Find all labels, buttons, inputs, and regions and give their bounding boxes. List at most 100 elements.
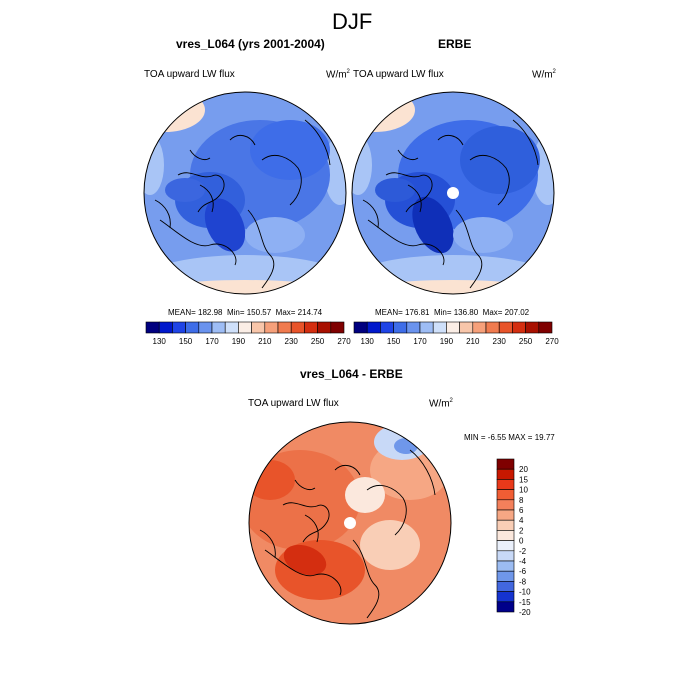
colorbar-model-tick-label: 270 [337, 337, 351, 346]
colorbar-diff-swatch [496, 489, 515, 501]
units-label-obs: W/m2 [532, 69, 556, 81]
colorbar-obs-swatch [406, 321, 421, 334]
colorbar-model-tick-label: 190 [232, 337, 246, 346]
colorbar-obs: 130 150 170 190 210 230 250 270 [353, 321, 559, 346]
colorbar-model-swatch [185, 321, 200, 334]
colorbar-diff-tick-label: 4 [519, 516, 524, 525]
colorbar-obs-swatch [538, 321, 553, 334]
colorbar-model-swatch [264, 321, 279, 334]
colorbar-model-swatch [172, 321, 186, 334]
colorbar-obs-swatch [512, 321, 526, 334]
colorbar-model-tick-label: 250 [311, 337, 325, 346]
colorbar-diff-swatch [496, 581, 515, 592]
colorbar-diff-swatch [496, 499, 515, 511]
colorbar-diff-tick-label: -15 [519, 598, 531, 607]
colorbar-model-swatch [238, 321, 252, 334]
colorbar-diff-swatch [496, 530, 515, 541]
coastlines-obs [362, 119, 539, 289]
colorbar-model-swatch [317, 321, 332, 334]
colorbar-diff-swatch [496, 509, 515, 521]
figure-title: DJF [332, 9, 373, 34]
colorbar-diff-tick-label: -20 [519, 608, 531, 617]
colorbar-diff-tick-label: -4 [519, 557, 527, 566]
colorbar-diff-tick-label: 10 [519, 486, 528, 495]
colorbar-model-tick-label: 170 [205, 337, 219, 346]
colorbar-model: 130 150 170 190 210 230 250 270 [145, 321, 351, 346]
variable-label-obs: TOA upward LW flux [353, 69, 444, 80]
map-obs [352, 92, 554, 294]
colorbar-obs-swatch [446, 321, 460, 334]
colorbar-model-swatch [145, 321, 160, 334]
map-obs-boundary [351, 91, 555, 295]
variable-label-diff: TOA upward LW flux [248, 398, 339, 409]
colorbar-obs-swatch [485, 321, 500, 334]
panel-title-obs: ERBE [438, 37, 472, 51]
colorbar-obs-swatch [459, 321, 474, 334]
colorbar-obs-swatch [393, 321, 408, 334]
map-diff-boundary [248, 421, 452, 625]
colorbar-model-swatch [290, 321, 305, 334]
stats-model: MEAN= 182.98 Min= 150.57 Max= 214.74 [168, 308, 322, 317]
colorbar-model-tick-label: 130 [153, 337, 167, 346]
colorbar-obs-swatch [498, 321, 513, 334]
colorbar-diff-tick-label: 2 [519, 526, 524, 535]
colorbar-model-swatch [224, 321, 239, 334]
colorbar-diff-tick-label: 0 [519, 537, 524, 546]
colorbar-obs-tick-label: 250 [519, 337, 533, 346]
colorbar-obs-swatch [353, 321, 368, 334]
stats-model-max: Max= 214.74 [275, 308, 323, 317]
stats-obs-max: Max= 207.02 [482, 308, 530, 317]
colorbar-model-tick-label: 210 [258, 337, 272, 346]
colorbar-obs-tick-label: 190 [440, 337, 454, 346]
colorbar-obs-swatch [525, 321, 540, 334]
colorbar-model-swatch [304, 321, 318, 334]
colorbar-diff-tick-label: 8 [519, 496, 524, 505]
colorbar-diff-swatch [496, 468, 515, 480]
colorbar-obs-tick-label: 130 [361, 337, 375, 346]
colorbar-diff-tick-label: -6 [519, 567, 527, 576]
stats-obs-mean: MEAN= 176.81 [375, 308, 430, 317]
colorbar-obs-swatch [432, 321, 447, 334]
colorbar-obs-swatch [419, 321, 434, 334]
colorbar-model-tick-label: 150 [179, 337, 193, 346]
units-label-model: W/m2 [326, 69, 350, 81]
colorbar-diff-swatch [496, 458, 515, 470]
colorbar-diff-swatch [496, 550, 515, 562]
units-label-diff: W/m2 [429, 398, 453, 410]
colorbar-model-swatch [211, 321, 226, 334]
colorbar-diff-swatch [496, 479, 515, 490]
stats-diff: MIN = -6.55 MAX = 19.77 [464, 433, 555, 442]
map-model-boundary [143, 91, 347, 295]
colorbar-diff-tick-label: -2 [519, 547, 527, 556]
colorbar-obs-swatch [472, 321, 487, 334]
map-model [144, 92, 346, 294]
colorbar-diff-swatch [496, 601, 515, 613]
coastlines-diff [259, 449, 436, 619]
colorbar-diff-tick-label: 6 [519, 506, 524, 515]
panel-title-model: vres_L064 (yrs 2001-2004) [176, 37, 325, 51]
colorbar-model-swatch [198, 321, 213, 334]
variable-label-model: TOA upward LW flux [144, 69, 235, 80]
colorbar-obs-swatch [366, 321, 381, 334]
stats-model-mean: MEAN= 182.98 [168, 308, 223, 317]
colorbar-model-tick-label: 230 [285, 337, 299, 346]
colorbar-diff-tick-label: 20 [519, 465, 528, 474]
colorbar-diff-tick-label: -8 [519, 577, 527, 586]
stats-obs-min: Min= 136.80 [433, 308, 479, 317]
colorbar-obs-tick-label: 270 [545, 337, 559, 346]
colorbar-model-swatch [330, 321, 345, 334]
colorbar-obs-swatch [380, 321, 394, 334]
colorbar-diff-swatch [496, 540, 515, 552]
colorbar-diff-swatch [496, 560, 515, 572]
stats-model-min: Min= 150.57 [226, 308, 272, 317]
colorbar-obs-tick-label: 230 [493, 337, 507, 346]
colorbar-obs-tick-label: 210 [466, 337, 480, 346]
colorbar-model-swatch [158, 321, 173, 334]
colorbar-diff-tick-label: 15 [519, 475, 528, 484]
coastlines-model [154, 119, 331, 289]
map-diff [249, 422, 451, 624]
colorbar-obs-tick-label: 170 [413, 337, 427, 346]
